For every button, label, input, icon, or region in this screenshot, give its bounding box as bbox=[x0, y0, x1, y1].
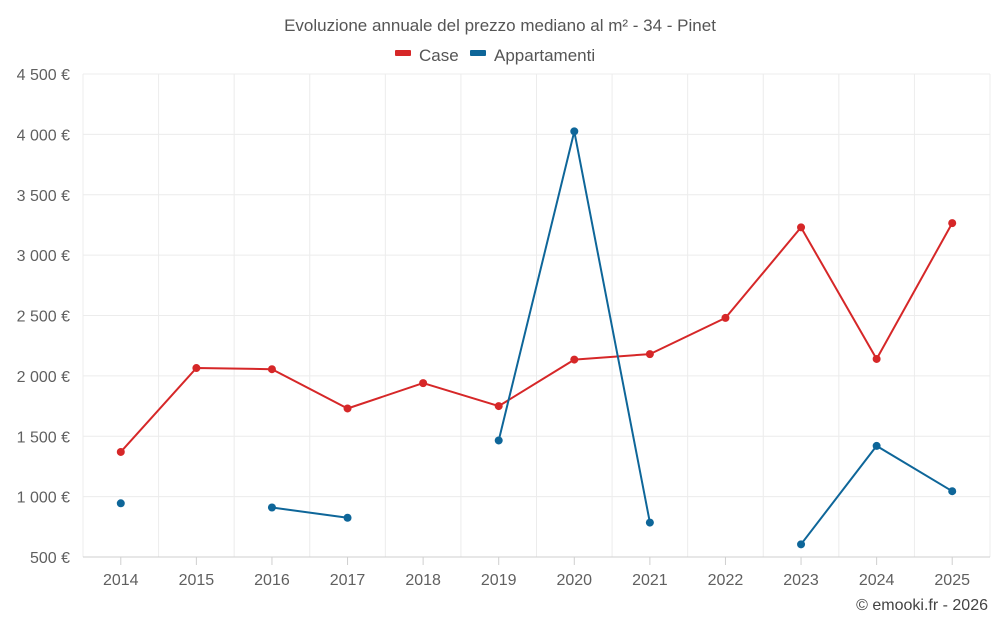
y-tick-label: 4 500 € bbox=[17, 67, 70, 84]
y-tick-label: 3 500 € bbox=[17, 188, 70, 205]
series-line-appartamenti bbox=[800, 444, 953, 545]
legend-swatch-case bbox=[395, 50, 411, 56]
legend-label-case: Case bbox=[419, 46, 459, 65]
series-line-case bbox=[120, 222, 954, 453]
legend-item-appartamenti[interactable]: Appartamenti bbox=[470, 46, 595, 65]
x-axis: 2014 2015 2016 2017 2018 2019 2020 2021 2022 2023… bbox=[83, 556, 990, 589]
series-appartamenti bbox=[116, 127, 957, 549]
data-point-case-2018[interactable] bbox=[419, 379, 428, 388]
grid-layer bbox=[82, 73, 991, 557]
data-point-case-2014[interactable] bbox=[116, 447, 125, 456]
data-point-appartamenti-2021[interactable] bbox=[645, 518, 654, 527]
data-point-case-2025[interactable] bbox=[948, 219, 957, 228]
data-point-appartamenti-2025[interactable] bbox=[948, 487, 957, 496]
legend-swatch-appartamenti bbox=[470, 50, 486, 56]
series-layer bbox=[116, 127, 957, 549]
chart-legend: Case Appartamenti bbox=[395, 46, 595, 65]
data-point-case-2021[interactable] bbox=[645, 350, 654, 359]
x-tick-label: 2022 bbox=[708, 572, 744, 589]
x-tick-label: 2024 bbox=[859, 572, 895, 589]
y-tick-label: 2 000 € bbox=[17, 369, 70, 386]
x-tick-label: 2017 bbox=[330, 572, 366, 589]
data-point-appartamenti-2023[interactable] bbox=[797, 540, 806, 549]
x-tick-label: 2023 bbox=[783, 572, 819, 589]
x-tick-label: 2016 bbox=[254, 572, 290, 589]
data-point-case-2016[interactable] bbox=[267, 365, 276, 374]
x-tick-label: 2014 bbox=[103, 572, 139, 589]
x-tick-label: 2025 bbox=[934, 572, 970, 589]
data-point-appartamenti-2014[interactable] bbox=[116, 499, 125, 508]
chart-title: Evoluzione annuale del prezzo mediano al… bbox=[284, 16, 716, 35]
data-point-case-2020[interactable] bbox=[570, 355, 579, 364]
x-tick-label: 2018 bbox=[405, 572, 441, 589]
x-tick-label: 2015 bbox=[179, 572, 215, 589]
y-tick-label: 500 € bbox=[30, 550, 70, 567]
data-point-appartamenti-2016[interactable] bbox=[267, 503, 276, 512]
data-point-case-2023[interactable] bbox=[797, 223, 806, 232]
data-point-case-2022[interactable] bbox=[721, 313, 730, 322]
data-point-appartamenti-2020[interactable] bbox=[570, 127, 579, 136]
y-tick-label: 4 000 € bbox=[17, 127, 70, 144]
data-point-appartamenti-2019[interactable] bbox=[494, 436, 503, 445]
data-point-case-2019[interactable] bbox=[494, 402, 503, 411]
chart-credit: © emooki.fr - 2026 bbox=[856, 597, 988, 614]
series-case bbox=[116, 219, 957, 456]
data-point-case-2024[interactable] bbox=[872, 354, 881, 363]
y-tick-label: 2 500 € bbox=[17, 309, 70, 326]
data-point-case-2017[interactable] bbox=[343, 404, 352, 413]
series-line-appartamenti bbox=[497, 130, 651, 523]
series-line-appartamenti bbox=[271, 506, 348, 519]
legend-label-appartamenti: Appartamenti bbox=[494, 46, 595, 65]
y-tick-label: 1 000 € bbox=[17, 490, 70, 507]
data-point-case-2015[interactable] bbox=[192, 364, 201, 373]
x-tick-label: 2021 bbox=[632, 572, 668, 589]
y-axis: 500 € 1 000 € 1 500 € 2 000 € 2 500 € 3 000 €… bbox=[17, 67, 70, 567]
x-tick-label: 2020 bbox=[556, 572, 592, 589]
data-point-appartamenti-2024[interactable] bbox=[872, 441, 881, 450]
x-tick-label: 2019 bbox=[481, 572, 517, 589]
y-tick-label: 3 000 € bbox=[17, 248, 70, 265]
data-point-appartamenti-2017[interactable] bbox=[343, 513, 352, 522]
legend-item-case[interactable]: Case bbox=[395, 46, 459, 65]
y-tick-label: 1 500 € bbox=[17, 429, 70, 446]
